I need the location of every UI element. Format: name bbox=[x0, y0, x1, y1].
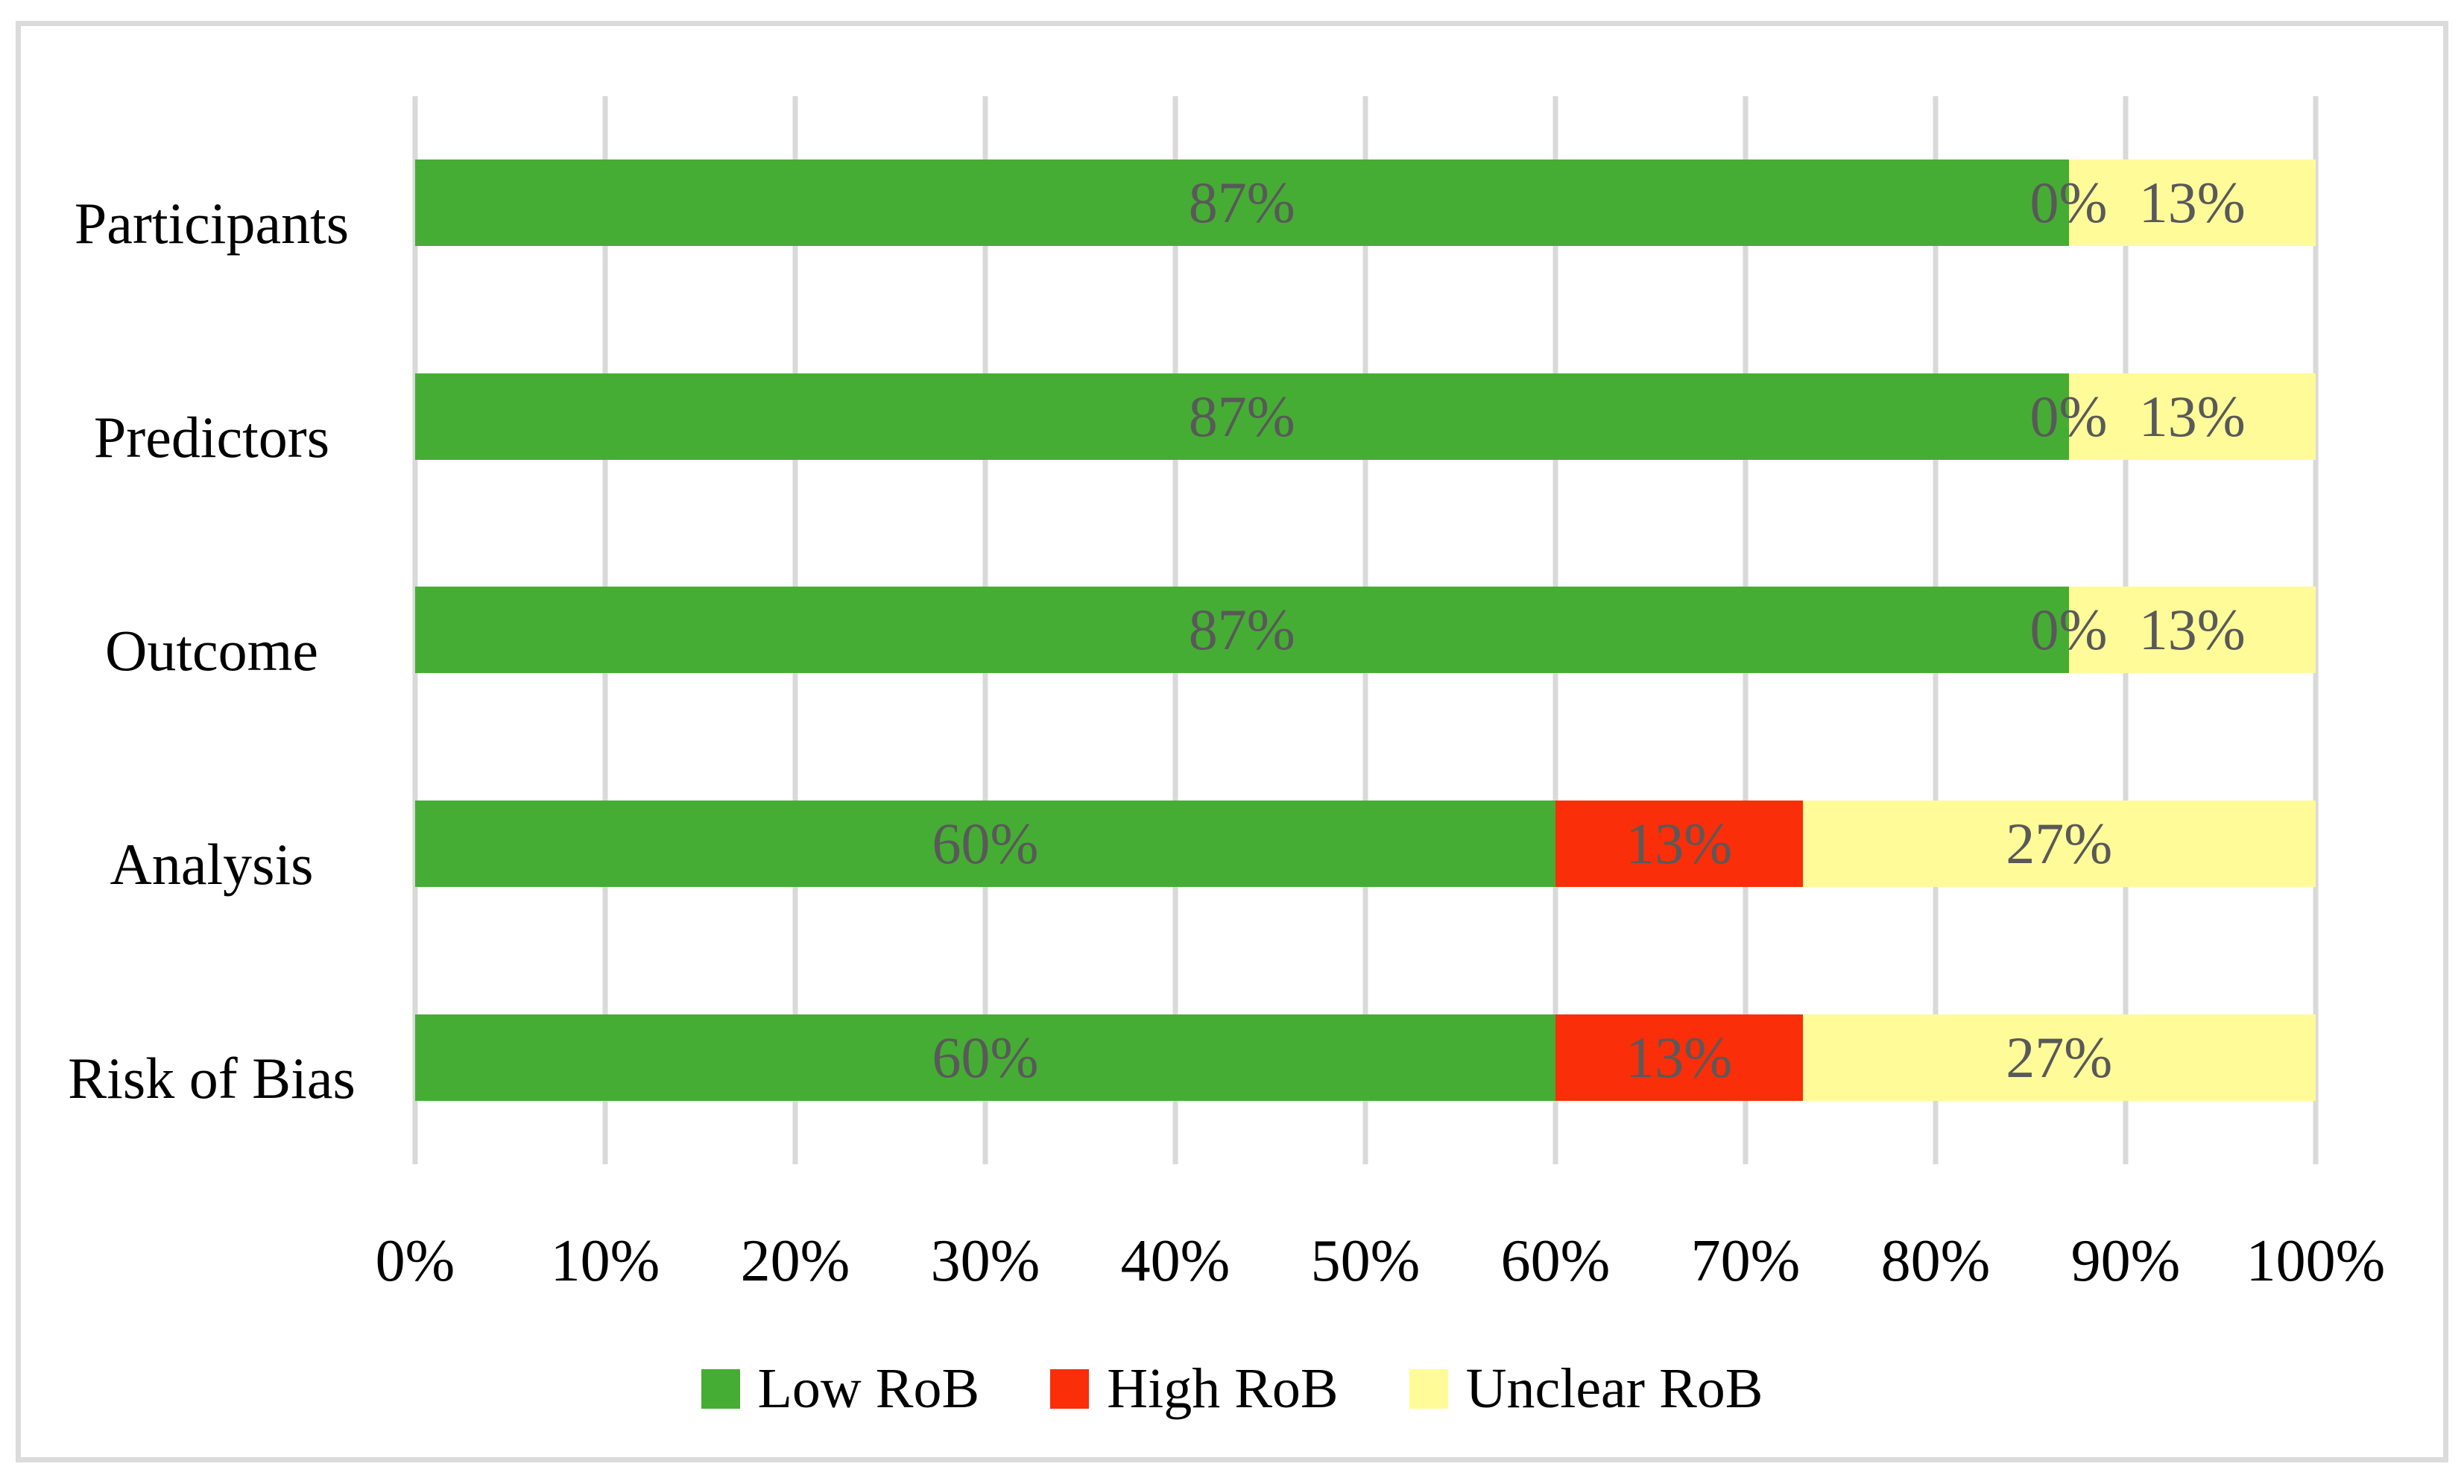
bar-segment-unclear-rob bbox=[1802, 801, 2316, 888]
x-tick-label: 70% bbox=[1690, 1228, 1801, 1294]
bar-segment-low-rob bbox=[415, 587, 2069, 674]
x-tick-label: 30% bbox=[930, 1228, 1040, 1294]
bar-row-outcome: 87% 0% 13% bbox=[415, 523, 2316, 737]
x-tick-label: 10% bbox=[550, 1228, 660, 1294]
bar-value-label: 87% bbox=[1188, 170, 1295, 236]
bar-value-label: 0% bbox=[2029, 383, 2108, 449]
bar-segment-low-rob bbox=[415, 801, 1555, 888]
bar-segment-low-rob bbox=[415, 160, 2069, 247]
bar-value-label: 13% bbox=[2138, 383, 2246, 449]
bar-value-label: 60% bbox=[932, 811, 1039, 877]
bar-row-analysis: 60% 13% 27% bbox=[415, 737, 2316, 951]
category-axis: Participants Predictors Outcome Analysis Ris… bbox=[21, 117, 402, 1185]
bar-row-predictors: 87% 0% 13% bbox=[415, 310, 2316, 524]
bar-value-label: 13% bbox=[2138, 170, 2246, 236]
x-tick-label: 20% bbox=[740, 1228, 850, 1294]
bar-value-label: 13% bbox=[2138, 597, 2246, 663]
gridline-100% bbox=[2313, 96, 2319, 1164]
bar-segment-unclear-rob bbox=[1802, 1014, 2316, 1101]
bar-value-label: 60% bbox=[932, 1024, 1039, 1090]
legend-label: Low RoB bbox=[757, 1357, 980, 1420]
bar-segment-unclear-rob bbox=[2068, 587, 2316, 674]
bar-value-label: 87% bbox=[1188, 383, 1295, 449]
bar-value-label: 13% bbox=[1626, 1024, 1733, 1090]
bar-row-participants: 87% 0% 13% bbox=[415, 96, 2316, 310]
stacked-bar: 87% 0% 13% bbox=[415, 373, 2316, 460]
legend-label: Unclear RoB bbox=[1465, 1357, 1763, 1420]
x-tick-label: 0% bbox=[375, 1228, 455, 1294]
x-tick-label: 50% bbox=[1310, 1228, 1421, 1294]
legend: Low RoB High RoB Unclear RoB bbox=[21, 1360, 2443, 1417]
bar-value-label: 13% bbox=[1626, 811, 1733, 877]
bar-value-label: 0% bbox=[2029, 597, 2108, 663]
legend-label: High RoB bbox=[1107, 1357, 1339, 1420]
bar-segment-low-rob bbox=[415, 1014, 1555, 1101]
stacked-bar: 60% 13% 27% bbox=[415, 1014, 2316, 1101]
x-tick-label: 90% bbox=[2070, 1228, 2181, 1294]
bar-value-label: 27% bbox=[2006, 1024, 2113, 1090]
legend-swatch-icon bbox=[1050, 1368, 1090, 1409]
bar-row-risk-of-bias: 60% 13% 27% bbox=[415, 950, 2316, 1164]
stacked-bar: 60% 13% 27% bbox=[415, 801, 2316, 888]
legend-swatch-icon bbox=[701, 1368, 740, 1409]
category-label-participants: Participants bbox=[74, 191, 350, 256]
chart-frame: Participants Predictors Outcome Analysis Ris… bbox=[16, 21, 2448, 1462]
legend-swatch-icon bbox=[1409, 1368, 1448, 1409]
bar-value-label: 0% bbox=[2029, 170, 2108, 236]
bar-value-label: 27% bbox=[2006, 811, 2113, 877]
x-tick-label: 100% bbox=[2246, 1228, 2386, 1294]
bar-value-label: 87% bbox=[1188, 597, 1295, 663]
stacked-bar: 87% 0% 13% bbox=[415, 160, 2316, 247]
legend-item-unclear-rob: Unclear RoB bbox=[1409, 1360, 1763, 1417]
legend-item-low-rob: Low RoB bbox=[701, 1357, 980, 1420]
bar-segment-unclear-rob bbox=[2068, 373, 2316, 460]
x-tick-label: 60% bbox=[1500, 1228, 1611, 1294]
bar-segment-unclear-rob bbox=[2068, 160, 2316, 247]
legend-item-high-rob: High RoB bbox=[1050, 1357, 1339, 1420]
x-tick-label: 80% bbox=[1880, 1228, 1991, 1294]
category-label-predictors: Predictors bbox=[93, 404, 330, 470]
stacked-bar: 87% 0% 13% bbox=[415, 587, 2316, 674]
bar-segment-high-rob bbox=[1555, 1014, 1803, 1101]
category-label-outcome: Outcome bbox=[105, 618, 318, 683]
category-label-analysis: Analysis bbox=[110, 832, 314, 897]
x-tick-label: 40% bbox=[1120, 1228, 1231, 1294]
bar-segment-low-rob bbox=[415, 373, 2069, 460]
x-axis: 0% 10% 20% 30% 40% 50% 60% 70% 80% 90% 100% bbox=[376, 1228, 2386, 1299]
category-label-risk-of-bias: Risk of Bias bbox=[68, 1045, 356, 1111]
plot-area: 87% 0% 13% 87% 0% 13% 87% 0% 13% 60% 13% 27% 60% 13% 2… bbox=[412, 96, 2319, 1164]
bar-segment-high-rob bbox=[1555, 801, 1803, 888]
